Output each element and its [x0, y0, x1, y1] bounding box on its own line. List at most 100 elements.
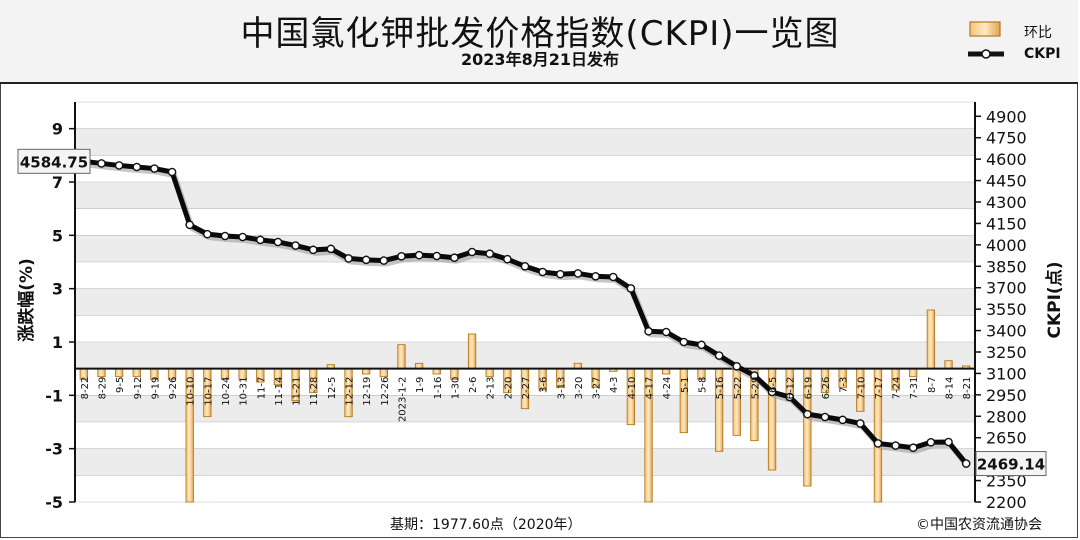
- grid-band: [75, 128, 975, 156]
- x-tick-label: 6-19: [803, 377, 814, 400]
- y-right-tick-label: 3550: [986, 300, 1027, 319]
- x-tick-label: 12-19: [362, 377, 373, 406]
- grid-band: [75, 182, 975, 209]
- ckpi-point: [114, 161, 124, 170]
- ckpi-point: [326, 244, 336, 254]
- y-left-tick-label: 3: [52, 280, 63, 299]
- ckpi-point: [397, 251, 406, 261]
- legend-bar-swatch: [969, 21, 1001, 37]
- ckpi-line-group: [79, 157, 971, 469]
- y-left-tick-label: -1: [45, 386, 63, 405]
- x-tick-label: 8-14: [945, 377, 956, 400]
- grid-band: [75, 342, 975, 369]
- ckpi-point: [220, 231, 230, 241]
- ckpi-point: [555, 269, 565, 279]
- y-right-tick-label: 3250: [986, 343, 1027, 362]
- bar: [379, 368, 388, 378]
- y-right-tick-label: 3400: [986, 322, 1027, 341]
- x-tick-label: 4-3: [609, 377, 620, 393]
- ckpi-point: [132, 162, 142, 172]
- y-left-axis-label: 涨跌幅(%): [16, 258, 37, 342]
- x-tick-label: 8-7: [927, 377, 938, 393]
- legend-swatches: [968, 21, 1004, 59]
- ckpi-point: [467, 247, 477, 257]
- x-tick-label: 2-6: [468, 377, 479, 393]
- x-tick-label: 5-16: [715, 377, 726, 400]
- x-tick-label: 5-29: [750, 377, 761, 400]
- y-right-tick-label: 2950: [986, 386, 1027, 405]
- x-tick-label: 2-20: [503, 377, 514, 400]
- ckpi-point: [679, 337, 689, 347]
- legend-line-marker: [981, 49, 991, 59]
- x-tick-label: 12-26: [380, 377, 391, 406]
- y-left-tick-label: 9: [52, 120, 63, 139]
- y-left-tick-label: -3: [45, 440, 63, 459]
- ckpi-point: [503, 254, 512, 264]
- x-tick-label: 1-16: [433, 377, 444, 400]
- x-tick-label: 5-22: [733, 377, 744, 400]
- x-tick-label: 4-24: [662, 377, 673, 400]
- x-tick-label: 6-26: [821, 377, 832, 400]
- ckpi-point: [626, 284, 636, 293]
- ckpi-point: [908, 443, 918, 453]
- x-tick-label: 9-5: [115, 377, 126, 393]
- ckpi-point: [838, 415, 847, 425]
- ckpi-point: [185, 220, 195, 230]
- x-tick-label: 12-12: [345, 377, 356, 406]
- x-tick-label: 4-10: [627, 377, 638, 400]
- ckpi-point: [820, 412, 830, 422]
- ckpi-point: [591, 271, 600, 281]
- x-tick-label: 11-28: [309, 377, 320, 406]
- ckpi-point: [926, 437, 936, 447]
- ckpi-point: [732, 361, 742, 371]
- y-left-tick-label: 5: [52, 226, 63, 245]
- y-right-tick-label: 3700: [986, 279, 1027, 298]
- ckpi-point: [203, 229, 212, 239]
- bar: [485, 368, 494, 378]
- chart-title: 中国氯化钾批发价格指数(CKPI)一览图: [240, 14, 840, 54]
- y-right-tick-label: 4750: [986, 129, 1027, 148]
- x-tick-label: 11-14: [274, 377, 285, 406]
- x-tick-label: 11-7: [256, 377, 267, 400]
- ckpi-point: [873, 439, 883, 448]
- x-tick-label: 9-26: [168, 377, 179, 400]
- y-left-tick-label: 7: [52, 173, 63, 192]
- ckpi-point: [750, 371, 759, 380]
- x-tick-label: 2-13: [486, 377, 497, 400]
- ckpi-point: [379, 256, 389, 265]
- ckpi-point: [485, 249, 495, 259]
- bar: [926, 309, 936, 370]
- y-right-tick-label: 2800: [986, 407, 1027, 426]
- footer-base-period: 基期：1977.60点（2020年）: [390, 517, 582, 533]
- ckpi-point: [855, 419, 865, 428]
- x-tick-label: 11-21: [292, 377, 303, 406]
- x-tick-label: 8-22: [80, 377, 91, 400]
- y-right-tick-label: 4300: [986, 193, 1027, 212]
- bar: [132, 368, 141, 378]
- y-right-tick-label: 4150: [986, 214, 1027, 233]
- x-tick-label: 3-13: [556, 377, 567, 400]
- x-tick-label: 10-17: [203, 377, 214, 406]
- ckpi-point: [767, 387, 777, 397]
- x-tick-label: 1-9: [415, 377, 426, 393]
- end-value-box: [975, 451, 1047, 477]
- chart-header: [0, 0, 1078, 84]
- y-right-tick-label: 4900: [986, 107, 1027, 126]
- x-tick-label: 3-27: [592, 377, 603, 400]
- ckpi-point: [891, 441, 900, 450]
- bar: [909, 368, 918, 378]
- ckpi-point: [520, 261, 530, 271]
- gridlines: [75, 101, 975, 503]
- ckpi-point: [538, 267, 547, 277]
- x-tick-label: 9-12: [133, 377, 144, 400]
- ckpi-point: [361, 255, 371, 265]
- ckpi-point: [644, 326, 653, 336]
- ckpi-point: [697, 340, 706, 350]
- x-tick-label: 7-24: [892, 377, 903, 400]
- ckpi-point: [291, 241, 300, 250]
- ckpi-point: [714, 351, 724, 360]
- y-right-tick-label: 2650: [986, 429, 1027, 448]
- footer-copyright: ©中国农资流通协会: [916, 517, 1042, 533]
